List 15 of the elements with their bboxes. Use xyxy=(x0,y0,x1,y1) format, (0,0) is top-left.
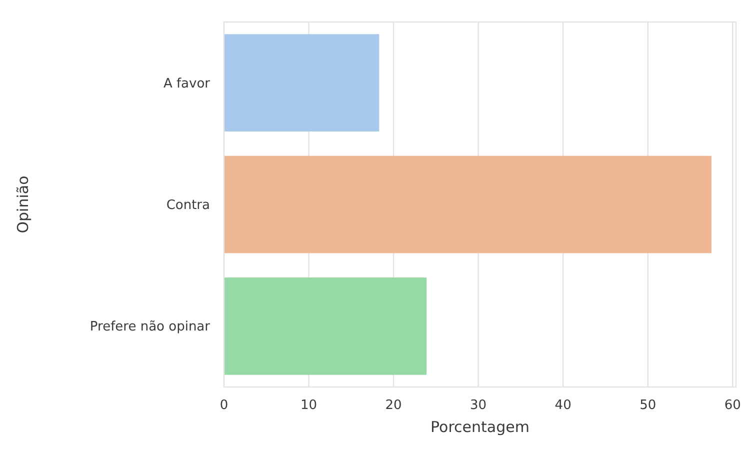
bar xyxy=(224,156,712,254)
y-tick-label: Contra xyxy=(166,198,210,214)
x-tick-label: 20 xyxy=(385,398,402,413)
x-tick-label: 60 xyxy=(724,398,741,413)
y-tick-label: Prefere não opinar xyxy=(90,320,211,335)
y-axis-title: Opinião xyxy=(14,176,32,234)
x-tick-label: 50 xyxy=(640,398,656,413)
bar xyxy=(224,34,380,132)
x-tick-label: 10 xyxy=(300,398,318,413)
y-tick-label: A favor xyxy=(163,76,211,92)
x-axis-title: Porcentagem xyxy=(430,418,530,436)
x-tick-label: 30 xyxy=(470,398,487,413)
x-tick-label: 40 xyxy=(554,398,572,413)
x-tick-label: 0 xyxy=(220,398,228,413)
bar xyxy=(224,278,427,375)
